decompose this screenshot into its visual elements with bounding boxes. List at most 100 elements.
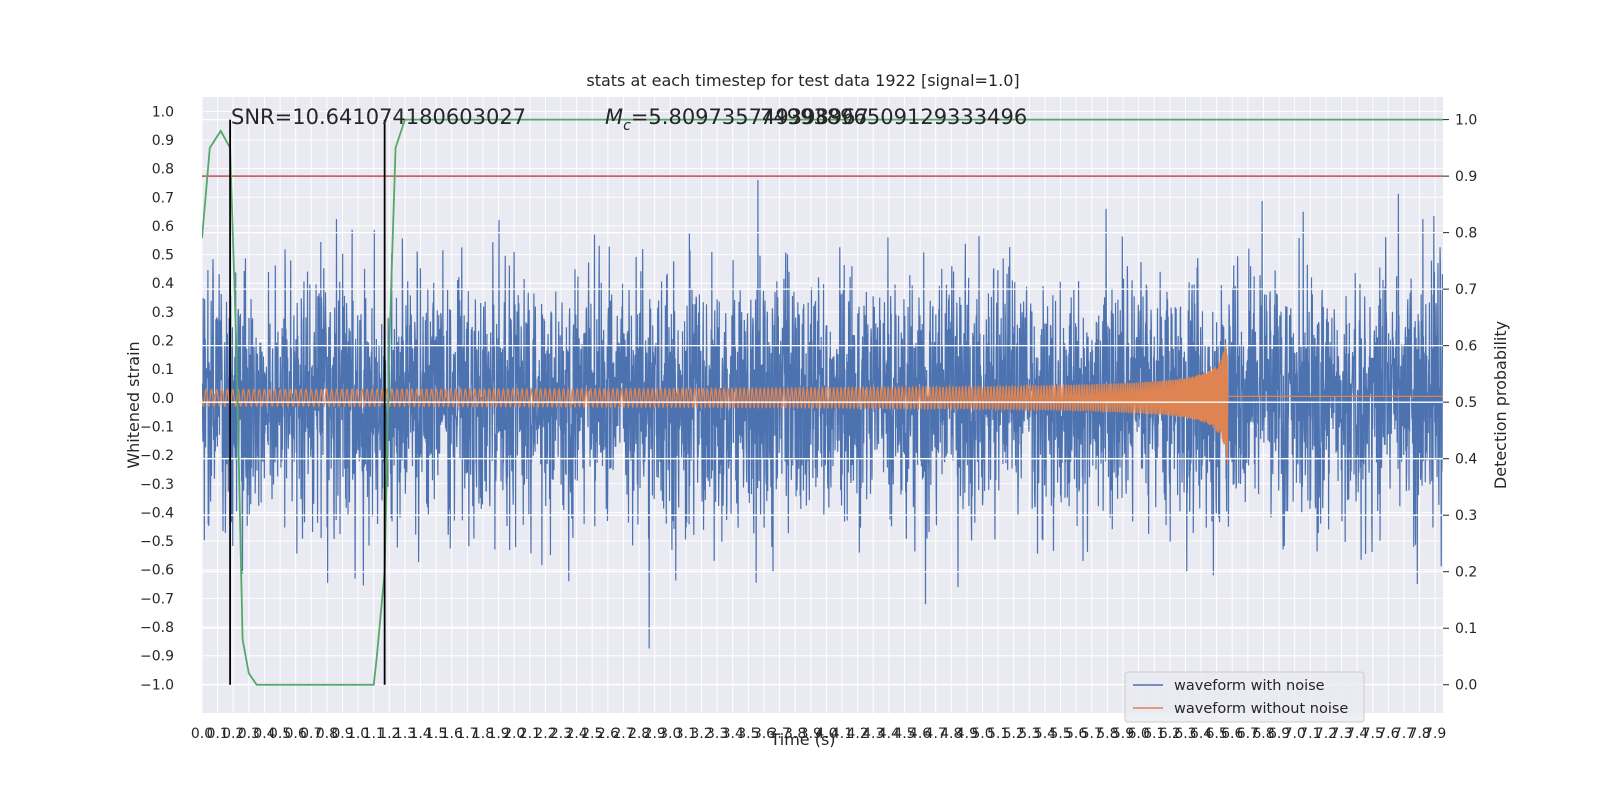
y-axis-label: Whitened strain: [124, 341, 143, 468]
legend: waveform with noise waveform without noi…: [1124, 671, 1365, 723]
y-tick-label: 0.4: [152, 276, 174, 292]
y-tick-label: 0.5: [152, 248, 174, 264]
x-tick-label: 5.0: [971, 726, 993, 742]
x-tick-label: 6.2: [1159, 726, 1181, 742]
x-tick-label: 1.7: [456, 726, 478, 742]
x-tick-label: 7.7: [1393, 726, 1415, 742]
x-tick-label: 7.1: [1299, 726, 1321, 742]
x-tick-label: 3.8: [784, 726, 806, 742]
x-tick-label: 2.3: [550, 726, 572, 742]
y-tick-label: −0.1: [140, 419, 174, 435]
mc-value: =5.809735749398967: [631, 105, 869, 129]
x-tick-label: 0.3: [238, 726, 260, 742]
series-detection-probability: [202, 118, 1443, 686]
legend-label-waveform-with-noise: waveform with noise: [1174, 678, 1325, 694]
y2-tick-label: 0.6: [1455, 339, 1477, 355]
x-tick-label: 7.5: [1362, 726, 1384, 742]
x-tick-label: 1.3: [394, 726, 416, 742]
x-tick-label: 0.5: [269, 726, 291, 742]
y-tick-label: −0.5: [140, 534, 174, 550]
x-tick-label: 2.0: [503, 726, 525, 742]
y-tick-label: −0.4: [140, 505, 174, 521]
x-tick-label: 4.4: [878, 726, 900, 742]
series-layer: [202, 180, 1443, 649]
y-tick-label: 1.0: [152, 104, 174, 120]
x-tick-label: 0.7: [300, 726, 322, 742]
snr-annotation: SNR=10.641074180603027: [231, 105, 526, 129]
x-tick-label: 1.1: [363, 726, 385, 742]
x-tick-label: 2.5: [581, 726, 603, 742]
x-tick-label: 0.9: [331, 726, 353, 742]
x-tick-label: 2.2: [534, 726, 556, 742]
x-tick-label: 0.4: [253, 726, 275, 742]
x-tick-label: 4.7: [925, 726, 947, 742]
x-tick-label: 6.4: [1190, 726, 1212, 742]
y-tick-label: 0.8: [152, 162, 174, 178]
x-tick-label: 5.6: [1065, 726, 1087, 742]
x-tick-label: 5.8: [1096, 726, 1118, 742]
x-tick-label: 4.8: [940, 726, 962, 742]
series-waveform-with-noise: [202, 180, 1443, 649]
legend-box: [1124, 671, 1365, 723]
x-tick-label: 2.9: [644, 726, 666, 742]
x-tick-label: 2.6: [597, 726, 619, 742]
x-tick-label: 1.9: [487, 726, 509, 742]
x-tick-label: 7.4: [1346, 726, 1368, 742]
x-tick-label: 7.9: [1424, 726, 1446, 742]
y2-tick-label: 0.5: [1455, 395, 1477, 411]
x-tick-label: 3.6: [753, 726, 775, 742]
x-axis-label: Time (s): [769, 730, 835, 749]
y2-tick-label: 0.9: [1455, 169, 1477, 185]
x-tick-label: 0.8: [316, 726, 338, 742]
x-tick-label: 3.9: [800, 726, 822, 742]
y2-tick-label: 0.2: [1455, 565, 1477, 581]
x-tick-label: 5.7: [1081, 726, 1103, 742]
x-tick-label: 0.2: [222, 726, 244, 742]
y-tick-label: 0.2: [152, 334, 174, 350]
x-tick-label: 3.3: [706, 726, 728, 742]
x-tick-label: 7.0: [1284, 726, 1306, 742]
y-tick-label: 0.7: [152, 190, 174, 206]
chirp-mass-annotation: Mc=5.809735749398967: [605, 105, 869, 134]
x-tick-label: 4.1: [831, 726, 853, 742]
x-tick-label: 2.8: [628, 726, 650, 742]
y2-tick-label: 0.7: [1455, 282, 1477, 298]
x-tick-label: 1.6: [441, 726, 463, 742]
x-tick-label: 3.4: [722, 726, 744, 742]
y-tick-label: 0.6: [152, 219, 174, 235]
x-tick-label: 3.5: [737, 726, 759, 742]
mc-subscript: c: [623, 118, 631, 134]
x-tick-label: 5.9: [1112, 726, 1134, 742]
x-tick-label: 1.8: [472, 726, 494, 742]
x-tick-label: 2.1: [519, 726, 541, 742]
y-tick-label: −0.8: [140, 620, 174, 636]
y2-tick-label: 0.1: [1455, 621, 1477, 637]
x-tick-label: 4.6: [909, 726, 931, 742]
y-tick-label: 0.3: [152, 305, 174, 321]
y-tick-label: 0.0: [152, 391, 174, 407]
x-tick-label: 1.0: [347, 726, 369, 742]
x-tick-label: 6.7: [1237, 726, 1259, 742]
y-tick-label: 0.9: [152, 133, 174, 149]
x-tick-label: 5.4: [1034, 726, 1056, 742]
x-tick-label: 5.3: [1018, 726, 1040, 742]
x-tick-label: 4.3: [862, 726, 884, 742]
x-tick-label: 6.9: [1268, 726, 1290, 742]
x-axis-ticks: 0.00.10.20.30.40.50.60.70.80.91.01.11.21…: [191, 726, 1446, 742]
y-tick-label: −1.0: [140, 677, 174, 693]
legend-label-waveform-without-noise: waveform without noise: [1174, 701, 1348, 717]
overlay-layer: [202, 118, 1443, 686]
y2-tick-label: 0.8: [1455, 226, 1477, 242]
x-tick-label: 0.0: [191, 726, 213, 742]
x-tick-label: 6.0: [1127, 726, 1149, 742]
x-tick-label: 7.2: [1315, 726, 1337, 742]
y-axis-ticks: 1.0 0.9 0.8 0.7 0.6 0.5 0.4 0.3 0.2 0.1 0.0 −0.1 −0.…: [140, 104, 174, 693]
x-tick-label: 1.4: [409, 726, 431, 742]
mc-symbol: M: [605, 105, 623, 129]
x-tick-label: 7.8: [1408, 726, 1430, 742]
x-tick-label: 1.2: [378, 726, 400, 742]
x-tick-label: 0.6: [285, 726, 307, 742]
x-tick-label: 2.7: [612, 726, 634, 742]
x-tick-label: 4.9: [956, 726, 978, 742]
